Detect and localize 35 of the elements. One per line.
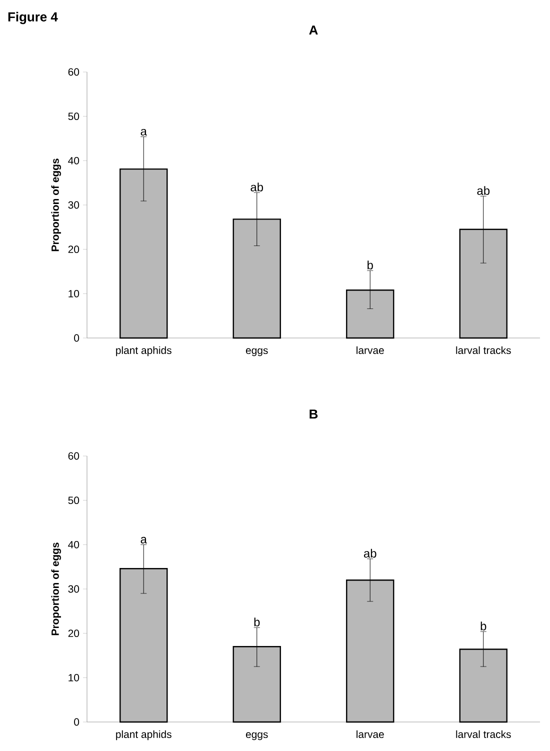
caption: Figure 4 (8, 12, 58, 24)
y-tick-label: 50 (68, 496, 80, 504)
annotation: ab (364, 548, 376, 558)
x-tick-label: plant aphids (116, 346, 172, 356)
y-axis-title: Proportion of eggs (51, 158, 62, 252)
y-tick-label: 20 (68, 630, 80, 638)
y-axis-title: Proportion of eggs (51, 542, 62, 636)
y-tick-label: 0 (74, 718, 80, 726)
y-tick-label: 60 (68, 68, 80, 76)
chart-title: B (310, 410, 318, 418)
x-tick-label: eggs (246, 732, 268, 740)
y-tick-label: 60 (68, 452, 80, 460)
y-tick-label: 50 (68, 112, 80, 120)
y-tick-label: 10 (68, 674, 80, 682)
annotation: b (480, 622, 486, 630)
annotation: b (254, 618, 260, 626)
x-tick-label: larval tracks (456, 346, 511, 354)
x-tick-label: larval tracks (456, 730, 511, 738)
x-tick-label: larvae (356, 730, 384, 738)
annotation: ab (250, 182, 264, 192)
annotation: b (368, 260, 373, 270)
y-tick-label: 0 (74, 334, 80, 342)
x-tick-label: larvae (356, 346, 384, 354)
y-tick-label: 40 (68, 540, 80, 548)
x-tick-label: plant aphids (116, 730, 172, 740)
y-tick-label: 30 (68, 585, 80, 593)
y-tick-label: 30 (68, 201, 80, 209)
annotation: a (140, 536, 147, 544)
y-tick-label: 20 (68, 246, 80, 254)
y-tick-label: 40 (68, 156, 80, 164)
annotation: a (140, 128, 147, 136)
chart-title: A (309, 26, 318, 34)
y-tick-label: 10 (68, 290, 80, 298)
x-tick-label: eggs (246, 348, 268, 356)
annotation: ab (477, 186, 490, 195)
